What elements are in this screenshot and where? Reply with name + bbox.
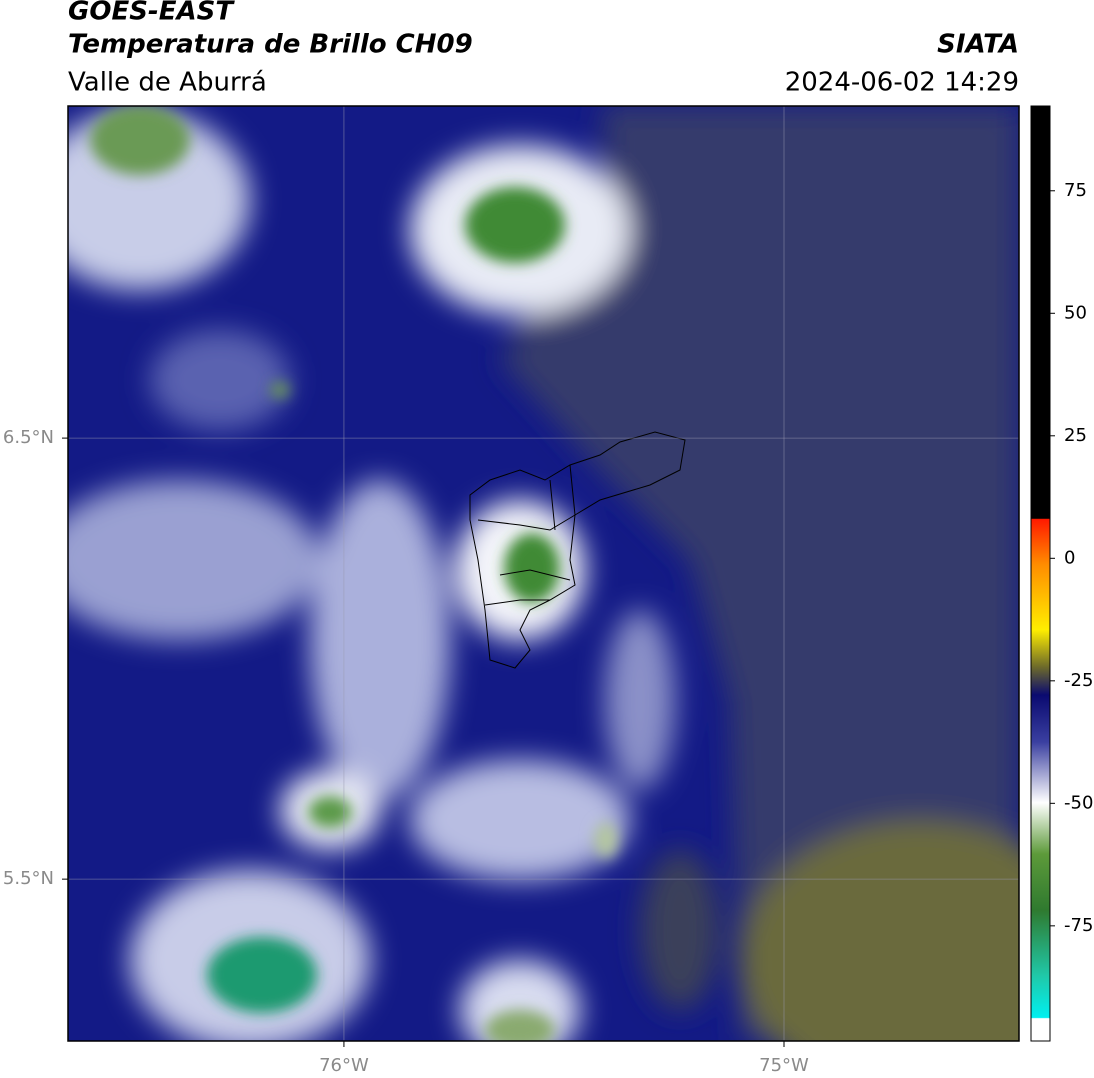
y-tick-label: 5.5°N	[3, 868, 54, 889]
colorbar-tick-label: 25	[1064, 425, 1087, 446]
region: Valle de Aburrá	[68, 68, 267, 98]
colorbar-tick-label: 0	[1064, 547, 1075, 568]
satellite-image	[68, 106, 1019, 1041]
source: SIATA	[937, 30, 1019, 60]
subtitle: Temperatura de Brillo CH09	[68, 30, 473, 60]
x-tick-label: 75°W	[759, 1055, 809, 1076]
colorbar	[1030, 105, 1051, 1042]
x-tick-label: 76°W	[319, 1055, 369, 1076]
timestamp: 2024-06-02 14:29	[785, 68, 1019, 98]
map-frame	[67, 105, 1020, 1042]
colorbar-tick-label: -50	[1064, 792, 1093, 813]
y-tick-label: 6.5°N	[3, 427, 54, 448]
colorbar-tick-label: -75	[1064, 915, 1093, 936]
grid	[68, 106, 1019, 1041]
colorbar-tick-label: -25	[1064, 670, 1093, 691]
title: GOES-EAST	[68, 0, 235, 27]
colorbar-tick-label: 75	[1064, 180, 1087, 201]
colorbar-tick-label: 50	[1064, 302, 1087, 323]
